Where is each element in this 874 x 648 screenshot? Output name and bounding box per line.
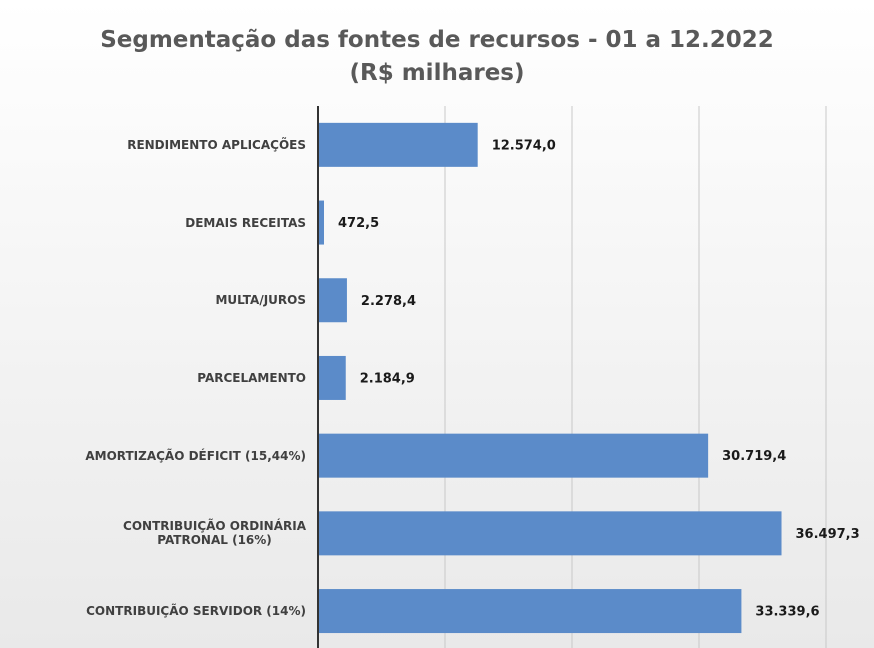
bar <box>318 122 478 167</box>
y-tick-label: AMORTIZAÇÃO DÉFICIT (15,44%) <box>85 448 306 463</box>
y-tick-label: CONTRIBUIÇÃO SERVIDOR (14%) <box>86 604 306 619</box>
bar <box>318 589 742 634</box>
bar <box>318 355 346 400</box>
y-tick-label: MULTA/JUROS <box>215 293 306 308</box>
y-tick-label: PARCELAMENTO <box>197 370 306 385</box>
bar <box>318 433 709 478</box>
chart-title: Segmentação das fontes de recursos - 01 … <box>100 27 774 53</box>
bar <box>318 511 782 556</box>
data-label: 33.339,6 <box>755 605 819 620</box>
data-label: 472,5 <box>338 216 379 231</box>
y-tick-label: CONTRIBUIÇÃO ORDINÁRIA PATRONAL (16%) <box>123 519 306 548</box>
data-label: 36.497,3 <box>796 527 860 542</box>
data-label: 2.184,9 <box>360 371 415 386</box>
bar <box>318 200 325 245</box>
y-tick-label: RENDIMENTO APLICAÇÕES <box>127 137 306 152</box>
data-label: 12.574,0 <box>492 138 556 153</box>
data-label: 2.278,4 <box>361 294 416 309</box>
y-tick-label: DEMAIS RECEITAS <box>185 215 306 230</box>
bar <box>318 278 347 323</box>
data-label: 30.719,4 <box>722 449 786 464</box>
chart-subtitle: (R$ milhares) <box>349 60 524 86</box>
